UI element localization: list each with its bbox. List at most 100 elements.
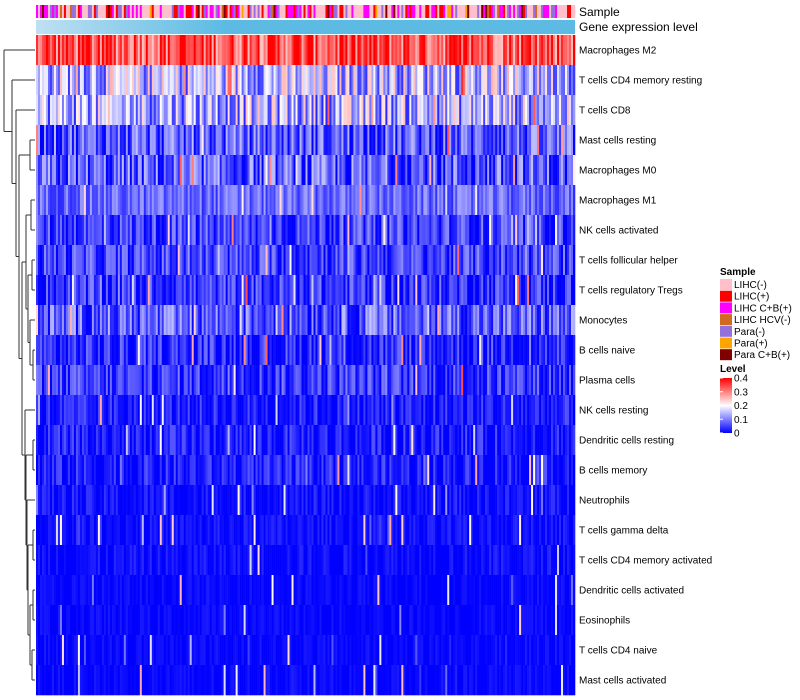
sample-annotation-cell [293, 5, 296, 18]
heatmap-cell [511, 395, 514, 426]
heatmap-cell [371, 395, 374, 426]
heatmap-cell [555, 275, 558, 306]
heatmap-cell [377, 275, 380, 306]
heatmap-cell [453, 515, 456, 546]
heatmap-cell [385, 365, 388, 396]
heatmap-cell [129, 545, 133, 576]
heatmap-cell [65, 335, 69, 366]
heatmap-cell [411, 305, 414, 336]
heatmap-cell [423, 35, 426, 66]
heatmap-cell [299, 395, 302, 426]
heatmap-cell [79, 365, 83, 396]
heatmap-cell [391, 155, 394, 186]
heatmap-cell [205, 455, 208, 486]
heatmap-cell [505, 425, 508, 456]
heatmap-cell [211, 455, 214, 486]
heatmap-cell [279, 365, 282, 396]
heatmap-cell [307, 155, 310, 186]
heatmap-cell [375, 395, 378, 426]
heatmap-cell [293, 95, 296, 126]
sample-annotation-cell [263, 5, 266, 18]
heatmap-cell [475, 215, 478, 246]
heatmap-cell [177, 305, 181, 336]
heatmap-cell [395, 335, 398, 366]
heatmap-cell [511, 35, 514, 66]
heatmap-cell [525, 305, 528, 336]
heatmap-cell [503, 395, 506, 426]
heatmap-cell [451, 125, 454, 156]
sample-annotation-cell [479, 5, 482, 18]
heatmap-cell [557, 425, 560, 456]
heatmap-cell [549, 125, 552, 156]
heatmap-cell [509, 125, 512, 156]
heatmap-cell [567, 455, 570, 486]
heatmap-cell [91, 455, 95, 486]
heatmap-cell [397, 245, 400, 276]
heatmap-cell [63, 275, 67, 306]
heatmap-cell [299, 185, 302, 216]
heatmap-cell [469, 125, 472, 156]
heatmap-cell [73, 485, 77, 516]
heatmap-cell [371, 515, 374, 546]
heatmap-cell [529, 455, 532, 486]
heatmap-cell [295, 35, 298, 66]
heatmap-cell [45, 95, 49, 126]
heatmap-cell [411, 95, 414, 126]
heatmap-cell [177, 245, 181, 276]
heatmap-cell [107, 245, 111, 276]
heatmap-cell [323, 155, 326, 186]
heatmap-cell [527, 215, 530, 246]
sample-annotation-cell [123, 5, 127, 18]
heatmap-cell [119, 155, 123, 186]
heatmap-cell [553, 185, 556, 216]
heatmap-cell [523, 215, 526, 246]
heatmap-cell [251, 455, 254, 486]
heatmap-cell [469, 455, 472, 486]
heatmap-cell [305, 155, 308, 186]
heatmap-cell [441, 365, 444, 396]
heatmap-cell [129, 425, 133, 456]
heatmap-cell [199, 335, 202, 366]
heatmap-cell [39, 185, 43, 216]
heatmap-cell [137, 155, 141, 186]
heatmap-cell [297, 95, 300, 126]
heatmap-cell [455, 185, 458, 216]
heatmap-cell [51, 95, 55, 126]
heatmap-cell [41, 65, 45, 96]
heatmap-cell [567, 65, 570, 96]
heatmap-cell [435, 275, 438, 306]
heatmap-cell [417, 65, 420, 96]
heatmap-cell [135, 455, 139, 486]
heatmap-cell [43, 455, 47, 486]
heatmap-cell [85, 155, 89, 186]
heatmap-cell [469, 365, 472, 396]
heatmap-cell [135, 275, 139, 306]
heatmap-cell [345, 425, 348, 456]
heatmap-cell [93, 485, 97, 516]
sample-annotation-cell [89, 5, 93, 18]
heatmap-cell [45, 425, 49, 456]
heatmap-cell [413, 65, 416, 96]
heatmap-cell [203, 65, 206, 96]
heatmap-cell [399, 425, 402, 456]
heatmap-cell [403, 65, 406, 96]
heatmap-cell [523, 275, 526, 306]
heatmap-cell [395, 125, 398, 156]
sample-annotation-cell [221, 5, 224, 18]
heatmap-cell [269, 425, 272, 456]
heatmap-cell [297, 185, 300, 216]
heatmap-cell [405, 65, 408, 96]
heatmap-cell [455, 245, 458, 276]
heatmap-cell [223, 395, 226, 426]
heatmap-cell [241, 335, 244, 366]
heatmap-cell [451, 455, 454, 486]
heatmap-cell [383, 305, 386, 336]
heatmap-cell [169, 95, 173, 126]
heatmap-cell [55, 275, 59, 306]
heatmap-cell [169, 425, 173, 456]
heatmap-cell [369, 35, 372, 66]
heatmap-cell [49, 35, 53, 66]
heatmap-cell [71, 485, 75, 516]
heatmap-cell [49, 335, 53, 366]
heatmap-cell [117, 545, 121, 576]
